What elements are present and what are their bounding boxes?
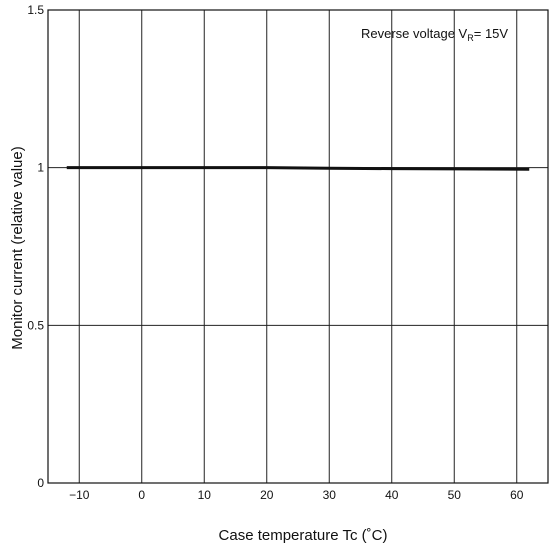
y-tick-label: 0 (37, 476, 44, 490)
series-line (66, 166, 530, 171)
series-group (66, 166, 530, 171)
y-axis-title: Monitor current (relative value) (9, 146, 26, 349)
x-tick-label: 60 (510, 488, 524, 502)
x-axis-title: Case temperature Tc (˚C) (219, 527, 388, 544)
x-tick-labels: −10 0 10 20 30 40 50 60 (69, 488, 524, 502)
y-tick-labels: 0 0.5 1 1.5 (27, 3, 44, 490)
y-tick-label: 0.5 (27, 318, 44, 332)
annotation-reverse-voltage: Reverse voltage VR= 15V (361, 26, 508, 43)
plot-frame (47, 9, 549, 484)
x-tick-label: 20 (260, 488, 274, 502)
x-tick-label: 0 (138, 488, 145, 502)
y-tick-label: 1.5 (27, 3, 44, 17)
x-tick-label: 40 (385, 488, 399, 502)
grid-lines (48, 9, 548, 484)
x-tick-label: 30 (323, 488, 337, 502)
x-tick-label: −10 (69, 488, 90, 502)
x-tick-label: 10 (198, 488, 212, 502)
x-tick-label: 50 (448, 488, 462, 502)
y-tick-label: 1 (37, 161, 44, 175)
